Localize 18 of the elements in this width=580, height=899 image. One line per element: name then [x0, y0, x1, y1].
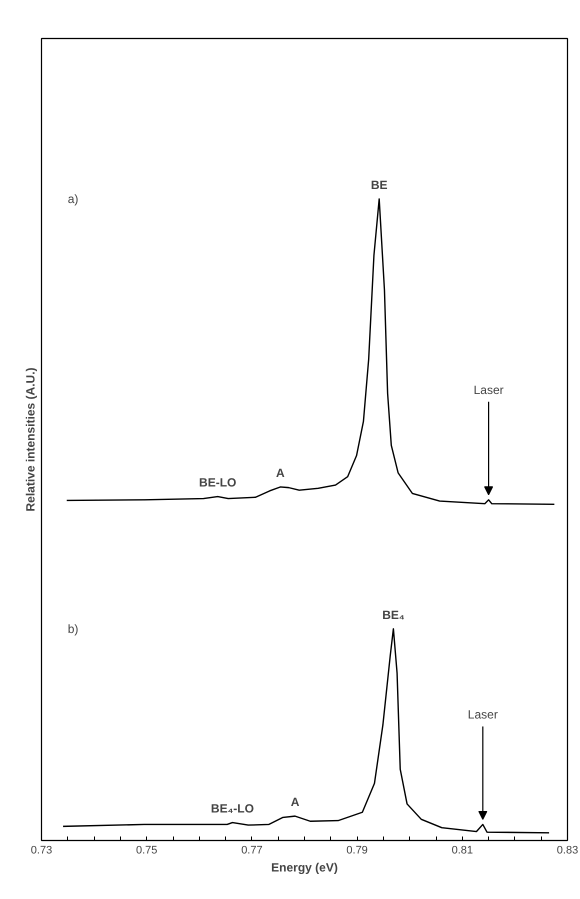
annotation: A	[276, 466, 285, 480]
x-tick-label: 0.83	[556, 844, 578, 856]
annotation: Laser	[468, 707, 498, 722]
x-tick-label: 0.81	[452, 844, 474, 856]
x-axis-title: Energy (eV)	[271, 860, 338, 874]
annotation: BE₄-LO	[210, 802, 254, 816]
annotation: Laser	[474, 382, 504, 397]
annotation: A	[290, 795, 300, 810]
annotation: b)	[68, 622, 78, 636]
y-axis-title: Relative intensities (A.U.)	[24, 367, 38, 512]
x-tick-label: 0.75	[136, 844, 158, 856]
annotation: BE	[370, 178, 388, 192]
x-tick-label: 0.79	[346, 844, 368, 856]
x-tick-label: 0.73	[30, 844, 52, 856]
annotation: BE₄	[382, 608, 405, 622]
annotation: BE-LO	[199, 476, 236, 490]
annotation: a)	[68, 192, 78, 206]
x-tick-label: 0.77	[241, 844, 263, 856]
